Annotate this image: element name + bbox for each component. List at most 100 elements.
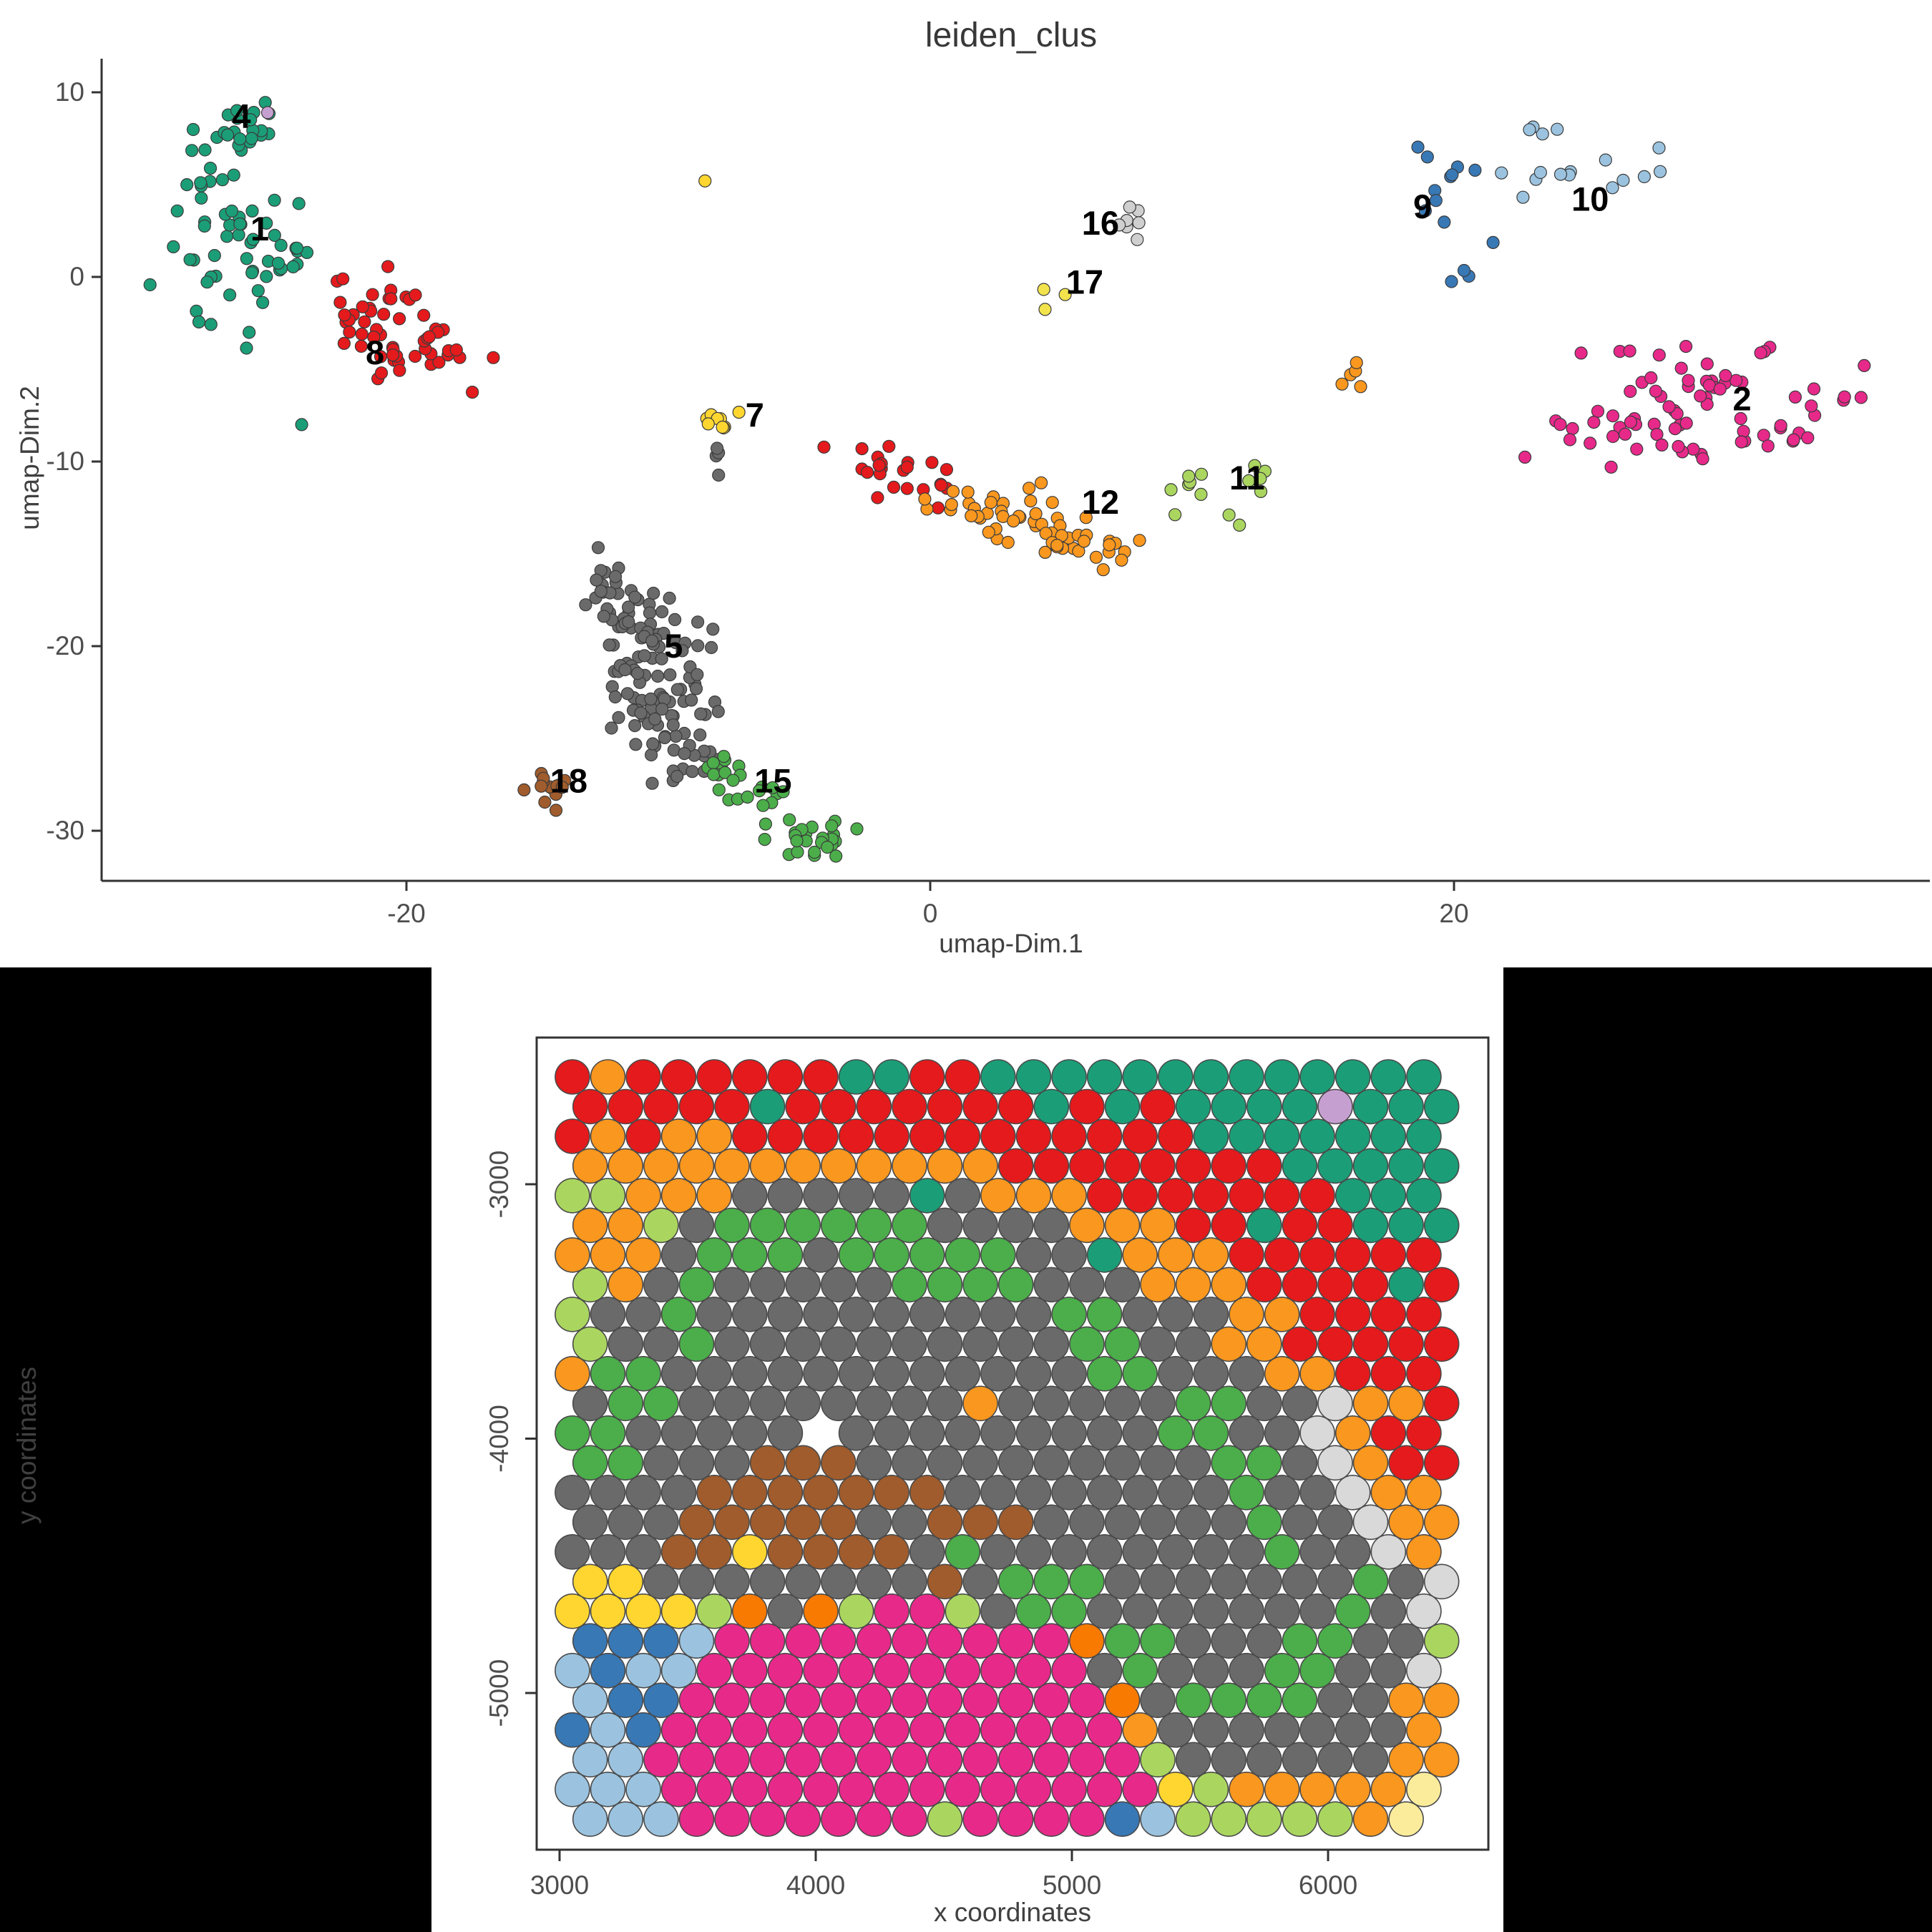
spatial-spot <box>1211 1742 1246 1777</box>
spatial-spot <box>785 1088 821 1125</box>
spatial-spot <box>714 1504 750 1541</box>
spatial-spot <box>572 1267 608 1303</box>
spatial-spot <box>749 1148 786 1184</box>
spatial-spot <box>1246 1801 1282 1837</box>
umap-y-tick-label: -10 <box>47 447 84 476</box>
spatial-spot <box>1211 1801 1246 1837</box>
spatial-spot <box>1122 1297 1158 1332</box>
spatial-spot <box>1282 1088 1318 1125</box>
spatial-spot <box>1015 1771 1052 1807</box>
spatial-spot <box>892 1623 927 1659</box>
spatial-spot <box>980 1297 1016 1332</box>
spatial-spot <box>1069 1563 1105 1600</box>
umap-cluster-16 <box>1112 200 1146 246</box>
umap-cluster-17 <box>1037 283 1072 316</box>
spatial-spot <box>1158 1533 1194 1570</box>
spatial-spot <box>1370 1474 1407 1511</box>
spatial-spot <box>1122 1533 1158 1570</box>
spatial-spot <box>572 1445 608 1481</box>
spatial-spot <box>749 1088 786 1125</box>
spatial-spot <box>785 1801 821 1837</box>
spatial-spot <box>1140 1682 1176 1718</box>
spatial-spot <box>945 1237 981 1273</box>
spatial-spot <box>962 1267 998 1303</box>
spatial-spot <box>1158 1237 1194 1273</box>
spatial-spot <box>927 1742 963 1777</box>
spatial-spot <box>590 1237 626 1273</box>
spatial-spot <box>590 1593 626 1629</box>
spatial-spot <box>785 1148 821 1184</box>
spatial-spot <box>821 1148 857 1184</box>
spatial-spot <box>997 1088 1034 1125</box>
spatial-spot <box>874 1059 909 1095</box>
spatial-spot <box>1264 1237 1300 1273</box>
spatial-spot <box>980 1415 1016 1451</box>
spatial-spot <box>749 1326 786 1362</box>
spatial-spot <box>1370 1712 1407 1748</box>
spatial-spot <box>997 1742 1034 1777</box>
spatial-spot <box>1423 1504 1460 1541</box>
umap-cluster-2 <box>1518 340 1871 474</box>
spatial-spot <box>1033 1801 1070 1837</box>
spatial-spot <box>1051 1771 1087 1807</box>
spatial-spot <box>1264 1415 1300 1451</box>
spatial-spot <box>1158 1118 1194 1154</box>
spatial-spot <box>1193 1178 1229 1214</box>
spatial-spot <box>660 1118 697 1154</box>
spatial-spot <box>803 1118 839 1154</box>
spatial-spot <box>660 1059 697 1095</box>
spatial-spot <box>1229 1652 1264 1689</box>
spatial-spot <box>1299 1415 1335 1451</box>
spatial-spot <box>555 1474 590 1511</box>
spatial-spot <box>927 1326 963 1362</box>
spatial-spot <box>1140 1504 1176 1541</box>
spatial-spot <box>1317 1504 1353 1541</box>
spatial-spot <box>625 1652 661 1689</box>
spatial-spot <box>874 1652 909 1689</box>
spatial-spot <box>1423 1623 1460 1659</box>
spatial-spot <box>909 1771 945 1807</box>
spatial-spot <box>1211 1088 1246 1125</box>
spatial-spot <box>1388 1385 1424 1422</box>
spatial-spot <box>980 1712 1016 1748</box>
umap-y-axis-label: umap-Dim.2 <box>15 386 44 530</box>
spatial-spot <box>1140 1267 1176 1303</box>
spatial-spot <box>892 1385 927 1422</box>
spatial-spot <box>572 1801 608 1837</box>
spatial-spot <box>1069 1801 1105 1837</box>
umap-y-tick-label: 0 <box>69 262 84 291</box>
spatial-spot <box>643 1207 679 1244</box>
spatial-spot <box>590 1178 626 1214</box>
spatial-spot <box>696 1474 733 1511</box>
spatial-spot <box>1069 1088 1105 1125</box>
spatial-spot <box>1122 1593 1158 1629</box>
spatial-spot <box>1086 1059 1123 1095</box>
spatial-spot <box>696 1355 733 1392</box>
spatial-spot <box>1388 1267 1424 1303</box>
spatial-spot <box>1033 1267 1070 1303</box>
spatial-spot <box>821 1682 857 1718</box>
spatial-spot <box>732 1297 768 1332</box>
umap-cluster-11 <box>1164 459 1272 532</box>
spatial-spot <box>1193 1415 1229 1451</box>
spatial-spot <box>1175 1504 1211 1541</box>
spatial-spot <box>1370 1355 1407 1392</box>
spatial-spot <box>1122 1355 1158 1392</box>
spatial-x-tick-label: 5000 <box>1043 1870 1101 1900</box>
spatial-spot <box>1122 1415 1158 1451</box>
spatial-spot <box>1423 1207 1460 1244</box>
spatial-spot <box>1388 1563 1424 1600</box>
spatial-spot <box>1264 1593 1300 1629</box>
spatial-spot <box>1229 1355 1264 1392</box>
spatial-spot <box>678 1445 715 1481</box>
spatial-spot <box>1211 1326 1246 1362</box>
spatial-spot <box>625 1593 661 1629</box>
spatial-spot <box>1229 1178 1264 1214</box>
spatial-spot <box>1317 1445 1353 1481</box>
spatial-spot <box>785 1504 821 1541</box>
spatial-spot <box>767 1237 804 1273</box>
spatial-spot <box>962 1445 998 1481</box>
spatial-spot <box>1104 1148 1141 1184</box>
spatial-spot <box>1264 1355 1300 1392</box>
spatial-spot <box>909 1178 945 1214</box>
